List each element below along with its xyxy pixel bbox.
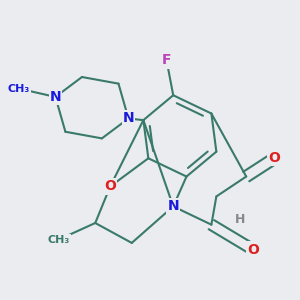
Text: CH₃: CH₃ [8,84,30,94]
Text: CH₃: CH₃ [48,235,70,244]
Text: N: N [123,112,134,125]
Text: H: H [234,213,245,226]
Text: O: O [104,179,116,194]
Text: F: F [162,53,171,68]
Text: O: O [247,242,259,256]
Text: O: O [268,151,280,165]
Text: N: N [167,200,179,213]
Text: N: N [50,90,61,104]
